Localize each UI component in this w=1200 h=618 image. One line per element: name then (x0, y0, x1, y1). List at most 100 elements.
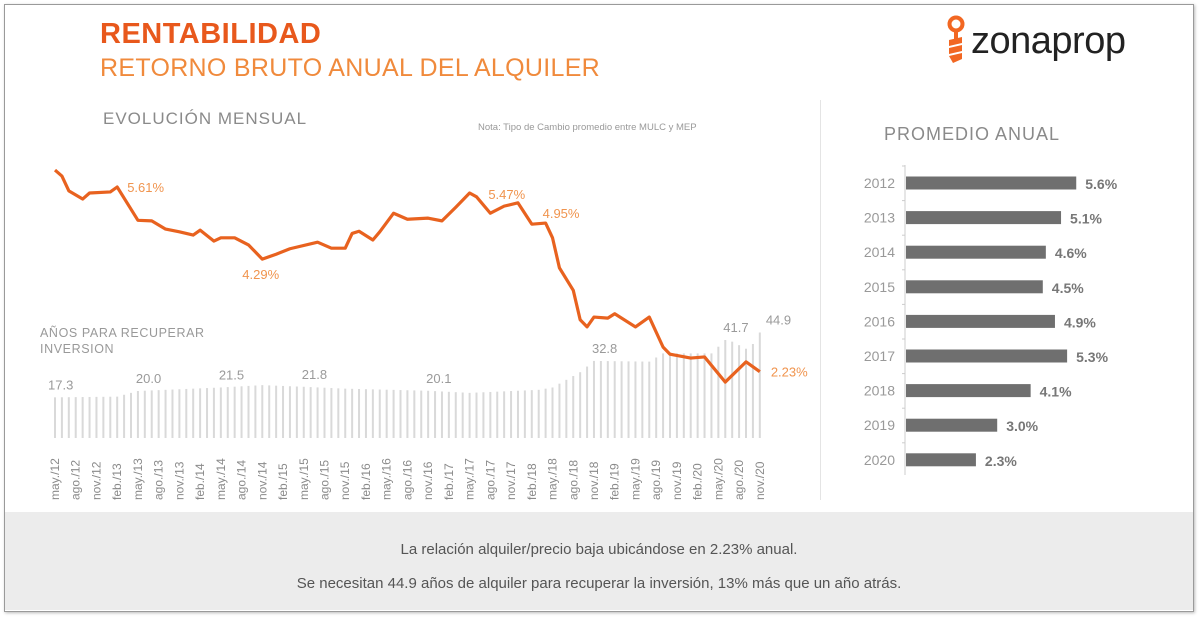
years-bar (371, 389, 374, 438)
years-bar (530, 390, 533, 438)
x-tick-label: may./17 (463, 458, 477, 500)
footer-line-1: La relación alquiler/precio baja ubicánd… (400, 541, 798, 558)
years-bar (731, 341, 734, 438)
years-bar (627, 361, 630, 438)
years-bar (413, 390, 416, 438)
x-tick-label: may./15 (297, 458, 311, 500)
zonaprop-logo: zonaprop (945, 15, 1126, 67)
years-bar (206, 388, 209, 438)
years-bar (565, 379, 568, 438)
line-data-label: 2.23% (771, 365, 808, 380)
years-bar (109, 396, 112, 438)
years-bar (136, 391, 139, 438)
line-data-label: 4.29% (242, 267, 279, 282)
x-tick-label: may./19 (628, 458, 642, 500)
years-bar (634, 361, 637, 438)
x-tick-label: may./13 (131, 458, 145, 500)
years-bar (385, 389, 388, 438)
year-label: 2020 (864, 452, 895, 468)
x-tick-label: nov./16 (421, 461, 435, 500)
years-bar (572, 376, 575, 438)
x-tick-label: ago./13 (152, 460, 166, 500)
x-tick-label: feb./20 (691, 463, 705, 500)
x-tick-label: feb./14 (193, 463, 207, 500)
years-bar (185, 388, 188, 438)
annual-bar (906, 176, 1077, 190)
x-tick-label: may./20 (711, 458, 725, 500)
x-tick-label: may./18 (546, 458, 560, 500)
annual-value-label: 4.5% (1052, 280, 1084, 296)
years-bar (537, 389, 540, 438)
years-bar (316, 387, 319, 438)
exchange-rate-note: Nota: Tipo de Cambio promedio entre MULC… (478, 122, 697, 133)
years-bar (599, 361, 602, 438)
x-tick-label: may./12 (48, 458, 62, 500)
years-data-label: 41.7 (723, 320, 748, 335)
years-bar (489, 391, 492, 438)
annual-value-label: 5.3% (1076, 349, 1108, 365)
years-bar (454, 392, 457, 438)
annual-value-label: 4.6% (1055, 245, 1087, 261)
years-bar (641, 361, 644, 438)
x-tick-label: ago./16 (400, 460, 414, 500)
years-bar (67, 397, 70, 438)
x-tick-label: nov./19 (670, 461, 684, 500)
x-tick-label: may./16 (380, 458, 394, 500)
years-bar (54, 397, 56, 438)
years-bar (420, 390, 423, 438)
years-bar (88, 396, 91, 438)
years-bar (475, 392, 478, 438)
years-bar (219, 387, 222, 438)
years-bar (406, 390, 409, 438)
x-tick-label: feb./17 (442, 463, 456, 500)
line-data-label: 5.61% (127, 180, 164, 195)
year-label: 2012 (864, 175, 895, 191)
years-bar (171, 389, 174, 438)
years-bar (74, 397, 77, 438)
years-bar (81, 397, 84, 438)
rent-return-line (53, 168, 761, 384)
years-data-label: 21.8 (302, 367, 327, 382)
years-bar (378, 389, 381, 438)
annual-value-label: 4.1% (1040, 384, 1072, 400)
annual-value-label: 2.3% (985, 453, 1017, 469)
x-tick-label: feb./15 (276, 463, 290, 500)
years-bar (295, 386, 298, 438)
years-bar (247, 385, 250, 438)
x-tick-label: feb./13 (110, 463, 124, 500)
years-bar (620, 361, 623, 438)
years-bar (579, 372, 582, 438)
annual-bar (906, 280, 1043, 294)
page-title: RENTABILIDAD (100, 18, 322, 50)
years-bar (682, 353, 685, 438)
years-bar (288, 386, 291, 438)
years-bar (551, 387, 554, 438)
years-bar (123, 394, 126, 438)
year-label: 2019 (864, 417, 895, 433)
years-bar (282, 385, 285, 438)
year-label: 2017 (864, 348, 895, 364)
logo-text: zonaprop (971, 19, 1126, 62)
x-tick-label: ago./14 (235, 460, 249, 500)
years-bar (468, 392, 471, 438)
years-bar (157, 390, 160, 438)
years-bar (150, 390, 153, 438)
years-bar (268, 385, 271, 438)
years-bar (240, 386, 243, 438)
year-label: 2014 (864, 244, 895, 260)
years-bar (503, 391, 506, 438)
years-bar (60, 397, 63, 438)
x-tick-label: feb./16 (359, 463, 373, 500)
years-bar (751, 344, 754, 438)
page-subtitle: RETORNO BRUTO ANUAL DEL ALQUILER (100, 54, 601, 82)
x-tick-label: ago./12 (69, 460, 83, 500)
years-bar (116, 396, 119, 438)
years-bar (662, 353, 665, 438)
years-bar (461, 392, 464, 438)
annual-bar (906, 314, 1055, 328)
years-data-label: 32.8 (592, 341, 617, 356)
divider (820, 100, 821, 500)
x-tick-label: ago./18 (566, 460, 580, 500)
x-tick-label: ago./15 (317, 460, 331, 500)
years-bar (212, 387, 215, 438)
